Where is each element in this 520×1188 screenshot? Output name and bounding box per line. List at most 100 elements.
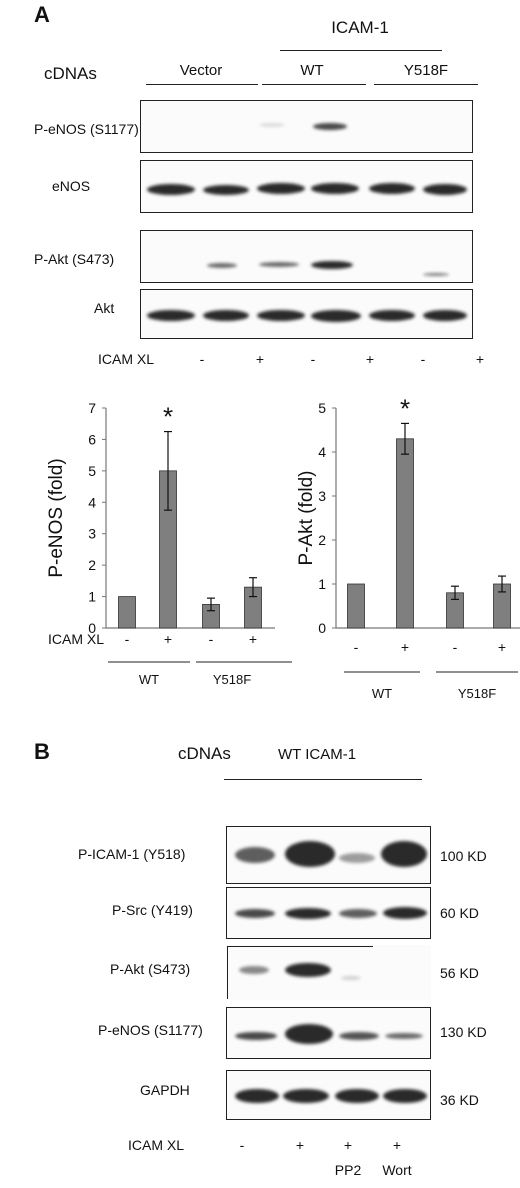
row-label-gapdh: GAPDH — [140, 1082, 190, 1098]
row-label-p-enos-b: P-eNOS (S1177) — [98, 1022, 203, 1038]
inhibitor-pp2: PP2 — [334, 1162, 362, 1178]
category-label: - — [354, 639, 359, 655]
sign-a-4: + — [365, 351, 375, 367]
category-label: + — [498, 639, 506, 655]
group-label: WT — [139, 672, 159, 687]
col-y518f-line — [374, 84, 478, 85]
icam1-group-line — [280, 50, 442, 51]
icam1-group-label: ICAM-1 — [331, 18, 389, 37]
blot-band — [203, 185, 249, 195]
blot-band — [147, 184, 195, 195]
blot-band — [285, 841, 335, 867]
blot-band — [147, 310, 195, 321]
blot-p-enos-b — [226, 1007, 431, 1059]
sign-a-6: + — [475, 351, 485, 367]
category-label: + — [401, 639, 409, 655]
bar — [118, 596, 136, 629]
blot-band — [383, 907, 427, 919]
sign-a-3: - — [310, 351, 316, 367]
significance-marker: * — [400, 393, 410, 423]
blot-enos — [140, 160, 473, 213]
blot-band — [341, 976, 361, 980]
cdnas-label: cDNAs — [44, 64, 97, 83]
col-wt-line — [262, 84, 366, 85]
sign-a-1: - — [199, 351, 205, 367]
blot-band — [423, 273, 449, 276]
size-label-36kd: 36 KD — [440, 1092, 479, 1108]
category-label: + — [249, 631, 257, 647]
blot-p-src — [226, 887, 431, 939]
icam-xl-label-b: ICAM XL — [128, 1137, 185, 1153]
col-y518f-label: Y518F — [403, 62, 449, 79]
sign-a-5: - — [420, 351, 426, 367]
blot-band — [423, 184, 467, 195]
blot-band — [369, 183, 415, 194]
row-label-enos: eNOS — [52, 178, 91, 194]
size-label-100kd: 100 KD — [440, 848, 487, 864]
blot-band — [369, 310, 415, 321]
row-label-p-src: P-Src (Y419) — [112, 902, 193, 918]
blot-band — [235, 1032, 277, 1040]
chart-p-akt: 0 1 2 3 4 5 P-Akt (fold) - * + - + WT Y518F — [296, 393, 520, 700]
blot-band — [313, 123, 347, 130]
construct-line-b — [224, 779, 422, 780]
y-tick-label: 4 — [318, 444, 326, 460]
blot-p-akt-b — [226, 945, 431, 1000]
category-label: - — [453, 639, 458, 655]
col-vector-line — [146, 84, 258, 85]
panel-a-letter: A — [34, 2, 50, 27]
blot-p-icam1 — [226, 826, 431, 884]
construct-label-b: WT ICAM-1 — [278, 746, 357, 763]
blot-p-akt — [140, 230, 473, 283]
blot-p-enos — [140, 100, 473, 153]
blot-akt — [140, 289, 473, 339]
chart-p-enos: 0 1 2 3 4 5 6 7 P-eNOS (fold) - * + - + ICAM XL WT Y518F — [46, 400, 292, 687]
y-tick-label: 1 — [318, 576, 326, 592]
blot-band — [339, 853, 375, 863]
blot-band — [259, 262, 299, 267]
blot-band — [423, 310, 467, 321]
size-label-56kd: 56 KD — [440, 965, 479, 981]
icam-xl-label-a: ICAM XL — [98, 351, 155, 367]
row-label-p-enos: P-eNOS (S1177) — [34, 121, 139, 137]
y-axis-title: P-eNOS (fold) — [46, 458, 67, 577]
blot-band — [385, 1033, 423, 1039]
y-tick-label: 2 — [88, 557, 96, 573]
y-tick-label: 3 — [318, 488, 326, 504]
blot-band — [339, 909, 377, 918]
group-label: Y518F — [458, 686, 496, 700]
sign-b-2: + — [295, 1137, 305, 1153]
blot-band — [285, 1024, 333, 1044]
row-label-akt: Akt — [94, 300, 115, 316]
bar — [396, 438, 414, 629]
row-label-p-akt: P-Akt (S473) — [34, 251, 115, 267]
blot-band — [381, 841, 427, 867]
sign-b-4: + — [392, 1137, 402, 1153]
sign-b-1: - — [239, 1137, 245, 1153]
y-tick-label: 3 — [88, 526, 96, 542]
size-label-60kd: 60 KD — [440, 905, 479, 921]
blot-frame — [227, 946, 373, 999]
y-tick-label: 4 — [88, 494, 96, 510]
y-tick-label: 5 — [88, 463, 96, 479]
blot-band — [239, 966, 269, 974]
blot-band — [203, 310, 249, 321]
col-vector-label: Vector — [179, 62, 223, 79]
blot-band — [257, 183, 305, 194]
blot-band — [207, 263, 237, 268]
inhibitor-wort: Wort — [382, 1162, 412, 1178]
sign-b-3: + — [343, 1137, 353, 1153]
y-tick-label: 7 — [88, 400, 96, 416]
y-tick-label: 6 — [88, 431, 96, 447]
blot-band — [235, 909, 275, 918]
cdnas-label-b: cDNAs — [178, 744, 231, 763]
y-axis-title: P-Akt (fold) — [296, 470, 317, 565]
category-label: - — [125, 631, 130, 647]
bar-charts: 0 1 2 3 4 5 6 7 P-eNOS (fold) - * + - + ICAM XL WT Y518F… — [46, 393, 520, 700]
blot-band — [335, 1089, 379, 1103]
blot-gapdh — [226, 1070, 431, 1120]
category-label: - — [209, 631, 214, 647]
blot-band — [235, 1089, 279, 1103]
blot-band — [235, 847, 275, 863]
blot-band — [311, 183, 359, 194]
